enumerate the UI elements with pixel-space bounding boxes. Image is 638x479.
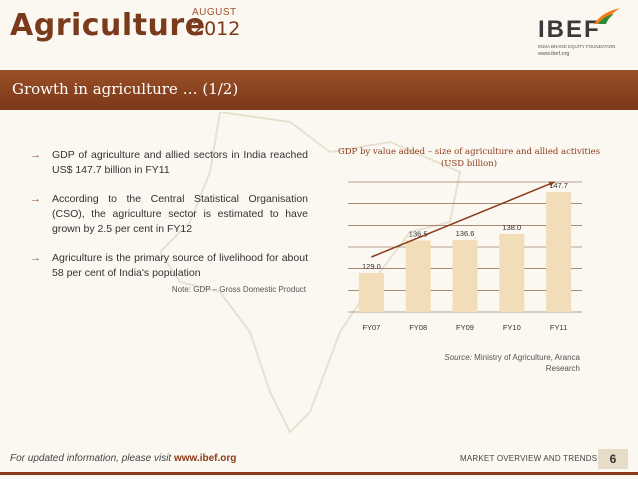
ibef-logo[interactable]: IBEF INDIA BRAND EQUITY FOUNDATION www.i… [538,6,630,62]
bullet-text: GDP of agriculture and allied sectors in… [52,149,308,176]
trend-arrow-head-icon [548,181,555,187]
bullet-item: → GDP of agriculture and allied sectors … [30,148,308,178]
x-tick-label: FY08 [409,323,427,332]
bar-fy11 [546,191,572,312]
x-tick-label: FY10 [503,323,521,332]
page-number: 6 [598,449,628,469]
report-year: 2012 [192,18,241,40]
bullet-text: According to the Central Statistical Org… [52,193,308,235]
source-note: Source: Ministry of Agriculture, Aranca … [420,352,580,374]
india-map-background [160,112,462,434]
footer-divider [0,472,638,475]
bar-fy09 [452,240,478,312]
bar-fy10 [499,234,525,312]
header: Agriculture AUGUST 2012 IBEF INDIA BRAND… [0,0,638,66]
title-bar: Growth in agriculture … (1/2) [0,70,638,110]
source-text: Ministry of Agriculture, Aranca Research [474,353,580,373]
chart-title: GDP by value added – size of agriculture… [337,147,601,169]
bird-logo-icon [594,8,620,24]
bullet-item: → According to the Central Statistical O… [30,192,308,237]
logo-url: www.ibef.org [538,51,570,57]
gdp-note: Note: GDP – Gross Domestic Product [171,285,306,294]
data-label: 147.7 [549,181,568,190]
x-tick-label: FY09 [456,323,474,332]
arrow-bullet-icon: → [30,252,41,264]
trend-arrow-line [371,181,555,258]
bar-fy08 [405,240,431,312]
report-month: AUGUST [192,7,237,18]
bullet-list: → GDP of agriculture and allied sectors … [30,148,308,295]
footer-visit-label: For updated information, please visit [10,453,174,464]
data-label: 136.5 [409,230,428,239]
section-title: Agriculture [10,8,206,43]
bar-fy07 [358,273,384,312]
data-label: 138.0 [502,223,521,232]
data-label: 136.6 [456,229,475,238]
slide-title: Growth in agriculture … (1/2) [12,80,239,98]
bullet-item: → Agriculture is the primary source of l… [30,251,308,281]
bullet-text: Agriculture is the primary source of liv… [52,252,308,279]
logo-subtitle: INDIA BRAND EQUITY FOUNDATION [538,44,616,49]
arrow-bullet-icon: → [30,193,41,205]
source-label: Source: [444,353,472,362]
x-tick-label: FY07 [362,323,380,332]
data-label: 129.0 [362,262,381,271]
arrow-bullet-icon: → [30,149,41,161]
x-tick-label: FY11 [550,323,567,332]
footer-section-label: MARKET OVERVIEW AND TRENDS [460,454,598,463]
bar-chart: 129.0 FY07 136.5 FY08 136.6 FY09 138.0 FY10 147.… [348,181,582,332]
footer-visit-text: For updated information, please visit ww… [10,453,236,464]
logo-text: IBEF [538,16,601,43]
footer: For updated information, please visit ww… [0,446,638,479]
footer-website-link[interactable]: www.ibef.org [173,453,237,464]
